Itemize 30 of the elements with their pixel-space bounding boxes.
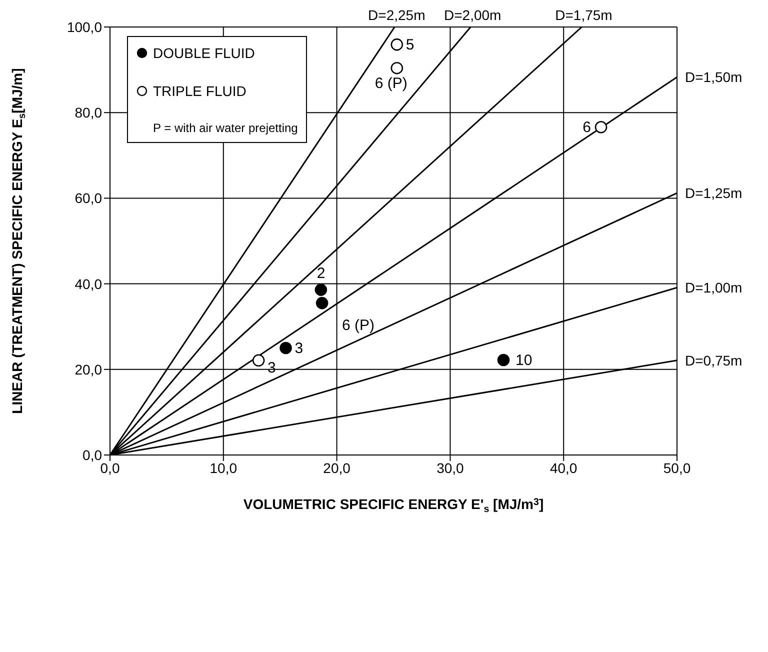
- x-tick-label: 30,0: [436, 460, 464, 476]
- annotation: 6 (P): [342, 317, 375, 334]
- y-tick-label: 0,0: [82, 446, 102, 463]
- annotation: 6: [582, 119, 592, 136]
- series-label: D=2,25m: [368, 7, 426, 23]
- series-label: D=1,75m: [555, 7, 612, 23]
- annotation: 6 (P): [374, 75, 408, 92]
- series-label: D=2,00m: [444, 7, 502, 23]
- series-label: D=0,75m: [685, 352, 742, 368]
- series-label: D=1,00m: [685, 280, 742, 296]
- annotation: 5: [406, 36, 414, 54]
- annotation: 3: [294, 340, 304, 357]
- y-tick-label: 80,0: [74, 104, 102, 121]
- y-tick-label: 100,0: [66, 18, 102, 35]
- legend-label: DOUBLE FLUID: [152, 45, 256, 61]
- x-tick-label: 40,0: [550, 460, 578, 476]
- annotation: 10: [516, 352, 532, 369]
- x-tick-label: 50,0: [663, 460, 691, 476]
- x-tick-label: 0,0: [100, 460, 120, 476]
- y-tick-label: 60,0: [74, 190, 102, 206]
- annotation: P = with air water prejetting: [153, 121, 298, 136]
- x-tick-label: 10,0: [210, 460, 238, 476]
- series-label: D=1,25m: [685, 185, 742, 202]
- series-label: D=1,50m: [685, 69, 742, 86]
- x-tick-label: 20,0: [323, 460, 351, 476]
- annotation: 2: [316, 264, 326, 282]
- x-axis-title: VOLUMETRIC SPECIFIC ENERGY E'$_{s}$ [MJ/m$^{3}$]: [243, 496, 544, 514]
- legend-label: TRIPLE FLUID: [152, 83, 248, 99]
- y-tick-label: 40,0: [74, 276, 102, 292]
- y-tick-label: 20,0: [74, 361, 102, 378]
